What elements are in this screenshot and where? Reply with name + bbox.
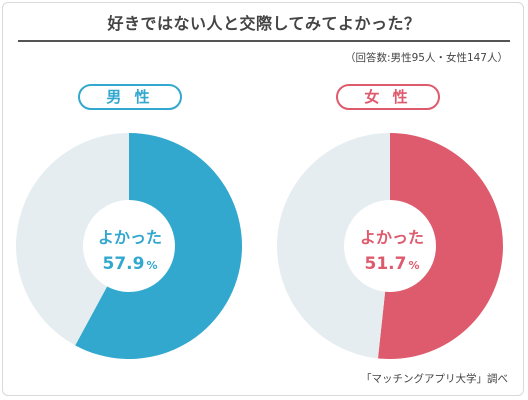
respondent-count-note: （回答数:男性95人・女性147人） bbox=[345, 52, 508, 64]
male-percentage-value: 57.9 bbox=[102, 254, 145, 274]
female-pie-slice-yokatta bbox=[377, 133, 503, 359]
chart-title: 好きではない人と交際してみてよかった？ bbox=[107, 14, 421, 33]
male-pie bbox=[16, 133, 243, 359]
female-center-label: よかった 51.7% bbox=[337, 224, 447, 274]
female-percent-unit: % bbox=[408, 259, 420, 272]
male-pie-center-hole bbox=[83, 200, 175, 292]
male-center-value-line: 57.9% bbox=[75, 254, 185, 274]
male-pie-slice-other bbox=[16, 133, 130, 346]
male-pie-title: 男 性 bbox=[78, 84, 182, 110]
male-center-label: よかった 57.9% bbox=[75, 224, 185, 274]
male-center-text: よかった bbox=[97, 228, 162, 247]
female-pie-center-hole bbox=[344, 200, 436, 292]
title-divider bbox=[18, 40, 510, 42]
female-percentage-value: 51.7 bbox=[364, 254, 407, 274]
female-center-text: よかった bbox=[359, 228, 424, 247]
source-credit: 「マッチングアプリ大学」調べ bbox=[361, 373, 508, 385]
male-percent-unit: % bbox=[146, 259, 158, 272]
female-center-value-line: 51.7% bbox=[337, 254, 447, 274]
female-pie bbox=[277, 133, 503, 359]
female-pie-title: 女 性 bbox=[336, 84, 440, 110]
female-pie-slice-other bbox=[277, 133, 390, 359]
